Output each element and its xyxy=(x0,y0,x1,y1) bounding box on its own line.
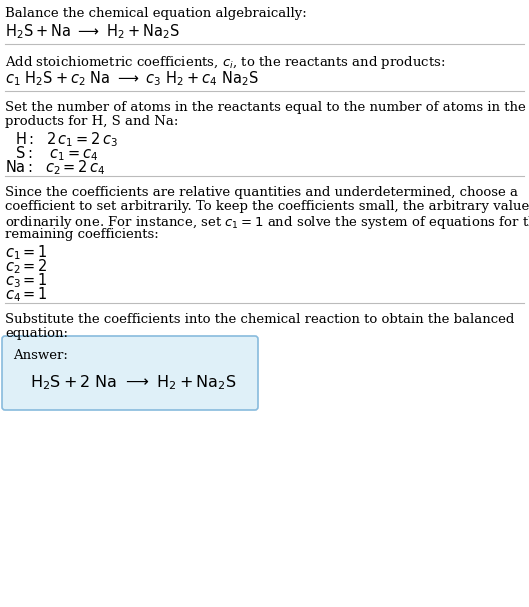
Text: $\mathit{c}_3 = 1$: $\mathit{c}_3 = 1$ xyxy=(5,271,48,290)
Text: $\mathit{c}_1 = 1$: $\mathit{c}_1 = 1$ xyxy=(5,243,48,262)
Text: $\mathsf{S}\mathsf{:}\ \ \ \mathit{c}_1 = \mathit{c}_4$: $\mathsf{S}\mathsf{:}\ \ \ \mathit{c}_1 … xyxy=(15,144,98,163)
Text: ordinarily one. For instance, set $\mathit{c}_1 = 1$ and solve the system of equ: ordinarily one. For instance, set $\math… xyxy=(5,214,529,231)
Text: equation:: equation: xyxy=(5,327,68,340)
Text: $\mathit{c}_2 = 2$: $\mathit{c}_2 = 2$ xyxy=(5,257,48,276)
Text: $\mathit{c}_1\ \mathsf{H_2S} + \mathit{c}_2\ \mathsf{Na}\ \longrightarrow\ \math: $\mathit{c}_1\ \mathsf{H_2S} + \mathit{c… xyxy=(5,69,259,87)
Text: Add stoichiometric coefficients, $\mathit{c_i}$, to the reactants and products:: Add stoichiometric coefficients, $\mathi… xyxy=(5,54,445,71)
Text: Since the coefficients are relative quantities and underdetermined, choose a: Since the coefficients are relative quan… xyxy=(5,186,518,199)
Text: $\mathsf{H}\mathsf{:}\ \ 2\,\mathit{c}_1 = 2\,\mathit{c}_3$: $\mathsf{H}\mathsf{:}\ \ 2\,\mathit{c}_1… xyxy=(15,130,118,149)
FancyBboxPatch shape xyxy=(2,336,258,410)
Text: $\mathsf{H_2S + Na}$$\ \longrightarrow\ $$\mathsf{H_2 + Na_2S}$: $\mathsf{H_2S + Na}$$\ \longrightarrow\ … xyxy=(5,22,180,41)
Text: Balance the chemical equation algebraically:: Balance the chemical equation algebraica… xyxy=(5,7,307,20)
Text: products for H, S and Na:: products for H, S and Na: xyxy=(5,115,178,128)
Text: remaining coefficients:: remaining coefficients: xyxy=(5,228,159,241)
Text: $\mathsf{H_2S + 2\ Na}\ \longrightarrow\ \mathsf{H_2 + Na_2S}$: $\mathsf{H_2S + 2\ Na}\ \longrightarrow\… xyxy=(30,373,236,392)
Text: Set the number of atoms in the reactants equal to the number of atoms in the: Set the number of atoms in the reactants… xyxy=(5,101,526,114)
Text: $\mathsf{Na}\mathsf{:}\ \ \mathit{c}_2 = 2\,\mathit{c}_4$: $\mathsf{Na}\mathsf{:}\ \ \mathit{c}_2 =… xyxy=(5,158,106,177)
Text: coefficient to set arbitrarily. To keep the coefficients small, the arbitrary va: coefficient to set arbitrarily. To keep … xyxy=(5,200,529,213)
Text: Substitute the coefficients into the chemical reaction to obtain the balanced: Substitute the coefficients into the che… xyxy=(5,313,514,326)
Text: $\mathit{c}_4 = 1$: $\mathit{c}_4 = 1$ xyxy=(5,285,48,304)
Text: Answer:: Answer: xyxy=(13,349,68,362)
